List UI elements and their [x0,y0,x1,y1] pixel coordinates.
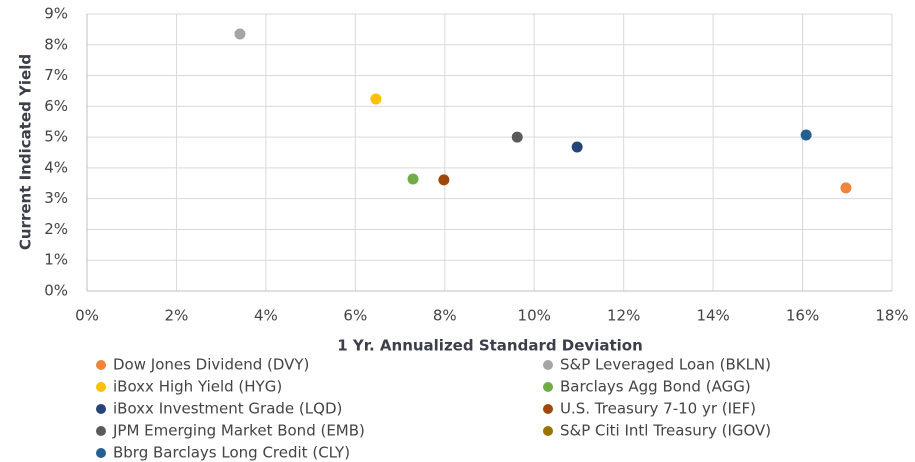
point [407,173,419,185]
legend-marker [96,448,106,458]
x-tick-label: 18% [875,307,908,325]
point [840,182,852,194]
legend-label: JPM Emerging Market Bond (EMB) [112,422,365,440]
legend-marker [543,382,553,392]
point [370,93,382,105]
y-tick-label: 0% [44,282,68,300]
y-tick-label: 2% [44,220,68,238]
x-axis-title: 1 Yr. Annualized Standard Deviation [337,337,643,355]
y-tick-label: 3% [44,189,68,207]
legend-label: iBoxx High Yield (HYG) [113,378,282,396]
legend-marker [543,426,553,436]
x-tick-label: 4% [254,307,278,325]
y-tick-label: 4% [44,158,68,176]
point [438,174,450,186]
legend-marker [543,404,553,414]
y-tick-label: 1% [44,251,68,269]
point [234,28,246,40]
legend-marker [96,382,106,392]
legend-marker [96,426,106,436]
x-tick-label: 12% [607,307,640,325]
x-tick-label: 10% [518,307,551,325]
x-tick-label: 8% [433,307,457,325]
y-tick-label: 9% [44,5,68,23]
legend-marker [543,360,553,370]
y-axis-title: Current Indicated Yield [17,54,35,250]
legend-label: iBoxx Investment Grade (LQD) [113,400,342,418]
y-tick-label: 6% [44,97,68,115]
point [571,141,583,153]
y-tick-label: 8% [44,35,68,53]
legend-label: S&P Leveraged Loan (BKLN) [560,356,771,374]
legend-label: Barclays Agg Bond (AGG) [560,378,751,396]
y-tick-label: 7% [44,66,68,84]
x-tick-label: 6% [343,307,367,325]
legend-marker [96,404,106,414]
point [800,129,812,141]
x-tick-label: 16% [786,307,819,325]
legend-label: Bbrg Barclays Long Credit (CLY) [113,444,350,462]
x-tick-label: 2% [165,307,189,325]
x-tick-label: 0% [75,307,99,325]
y-tick-label: 5% [44,128,68,146]
legend-label: Dow Jones Dividend (DVY) [113,356,309,374]
legend-label: U.S. Treasury 7-10 yr (IEF) [560,400,756,418]
point [511,131,523,143]
legend-label: S&P Citi Intl Treasury (IGOV) [560,422,771,440]
legend-marker [96,360,106,370]
x-tick-label: 14% [696,307,729,325]
